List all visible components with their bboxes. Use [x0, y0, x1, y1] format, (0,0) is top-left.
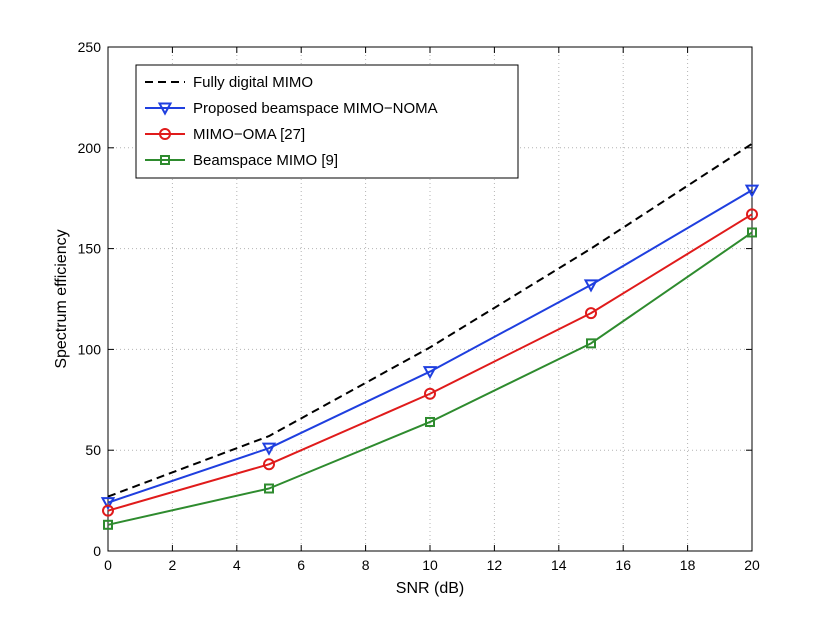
x-tick-label: 2	[169, 557, 177, 573]
x-tick-label: 12	[487, 557, 503, 573]
legend: Fully digital MIMO Proposed beamspace MIM…	[135, 64, 519, 179]
data-point-marker	[264, 483, 274, 494]
x-tick-label: 18	[680, 557, 696, 573]
series-group	[107, 142, 753, 498]
series-layer	[100, 142, 760, 530]
x-tick-label: 0	[104, 557, 112, 573]
legend-label: Proposed beamspace MIMO−NOMA	[193, 100, 438, 117]
y-tick-label: 150	[78, 241, 102, 257]
y-axis-title: Spectrum efficiency	[53, 229, 70, 368]
series-group	[102, 208, 758, 517]
data-point-marker	[425, 416, 435, 427]
legend-swatch-marker	[160, 155, 170, 165]
data-point-marker	[263, 458, 275, 471]
legend-label: Fully digital MIMO	[193, 74, 313, 91]
legend-box	[135, 64, 519, 179]
data-point-marker	[422, 366, 438, 380]
y-tick-label: 0	[93, 543, 101, 559]
data-point-marker	[102, 504, 114, 517]
data-point-marker	[100, 497, 116, 511]
data-point-marker	[586, 338, 596, 349]
x-tick-label: 16	[615, 557, 631, 573]
legend-swatch-marker	[159, 128, 171, 140]
x-axis-title: SNR (dB)	[396, 580, 464, 597]
data-point-marker	[424, 387, 436, 400]
data-point-marker	[744, 184, 760, 198]
series-line	[107, 189, 753, 504]
y-tick-label: 200	[78, 140, 102, 156]
x-tick-label: 4	[233, 557, 241, 573]
data-point-marker	[747, 227, 757, 238]
data-point-marker	[585, 307, 597, 320]
x-tick-label: 6	[297, 557, 305, 573]
legend-label: Beamspace MIMO [9]	[193, 152, 338, 169]
legend-swatch-marker	[157, 102, 173, 116]
x-tick-label: 20	[744, 557, 760, 573]
series-group	[100, 184, 760, 511]
series-line	[107, 142, 753, 498]
data-point-marker	[261, 442, 277, 456]
series-line	[107, 231, 753, 526]
data-point-marker	[103, 519, 113, 530]
x-tick-label: 14	[551, 557, 567, 573]
data-point-marker	[583, 279, 599, 293]
y-tick-label: 100	[78, 341, 102, 357]
legend-label: MIMO−OMA [27]	[193, 126, 305, 143]
x-tick-label: 8	[362, 557, 370, 573]
y-tick-label: 50	[85, 442, 101, 458]
series-line	[107, 213, 753, 512]
x-tick-label: 10	[422, 557, 438, 573]
series-group	[103, 227, 757, 530]
data-point-marker	[746, 208, 758, 221]
y-tick-label: 250	[78, 39, 102, 55]
